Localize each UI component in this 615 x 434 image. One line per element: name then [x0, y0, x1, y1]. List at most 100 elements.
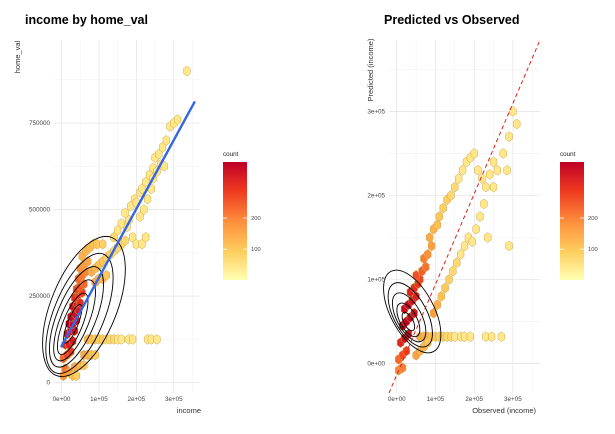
hexbin-cell: [99, 238, 107, 250]
hexbin-cell: [422, 261, 430, 273]
hexbin-cell: [439, 202, 447, 214]
ticks-predicted-vs-observed: 0e+00 1e+05 2e+05 3e+05 0e+00 1e+05 2e+05 3e+05: [367, 108, 522, 403]
x-axis-title: income: [177, 406, 201, 415]
identity-line-group: [388, 39, 541, 394]
legend-tick-label: 100: [251, 247, 261, 253]
density-contours-predicted-vs-observed: [383, 269, 442, 354]
legend-tick-label: 100: [588, 247, 598, 253]
hexbin-cell: [455, 173, 463, 184]
x-tick-label: 3e+05: [165, 396, 183, 403]
x-tick-label: 2e+05: [128, 396, 146, 403]
hexbin-cell: [460, 240, 469, 252]
panel-title: Predicted vs Observed: [384, 13, 519, 27]
density-contour: [383, 269, 442, 354]
hexbin-cell: [447, 190, 455, 201]
x-axis-title: Observed (income): [472, 406, 536, 415]
density-contour: [387, 282, 433, 348]
hexbin-cell: [453, 257, 461, 269]
hexbin-cell: [128, 231, 137, 243]
hexbin-cell: [509, 106, 517, 117]
hexbin-cell: [433, 219, 442, 231]
legend-title: count: [560, 151, 576, 158]
density-contour: [401, 311, 416, 332]
y-tick-label: 500000: [29, 207, 51, 214]
x-tick-label: 1e+05: [427, 396, 445, 403]
hexbin-cell: [121, 207, 129, 219]
hexbin-cell: [468, 236, 476, 248]
hexbin-cell: [153, 334, 161, 345]
x-tick-label: 3e+05: [504, 396, 522, 403]
x-tick-label: 2e+05: [465, 396, 483, 403]
hexbin-cell: [402, 345, 411, 357]
hexbin-cell: [480, 198, 488, 210]
hexbin-cell: [398, 362, 407, 374]
density-contour: [396, 302, 421, 338]
x-tick-label: 0e+00: [388, 396, 406, 403]
hexbin-cell: [140, 204, 148, 215]
panel-title: income by home_val: [25, 13, 148, 27]
hexbin-cell: [128, 334, 137, 345]
density-contour: [49, 266, 104, 368]
hexbin-cell: [458, 164, 467, 176]
density-contour: [56, 292, 89, 355]
panel-income-by-home-val: 0e+00 1e+05 2e+05 3e+050250000500000750000 …: [13, 13, 261, 415]
hexbin-cell: [513, 118, 521, 130]
hexbin-cell: [427, 240, 436, 252]
density-contour: [42, 235, 126, 378]
legend-count: count 100 200: [560, 151, 598, 280]
panel-predicted-vs-observed: 0e+00 1e+05 2e+05 3e+05 0e+00 1e+05 2e+05 3e+05…: [366, 13, 598, 415]
fit-line-group: [60, 101, 196, 348]
hexbin-cell: [142, 231, 150, 243]
y-axis-title: Predicted (income): [366, 38, 375, 101]
density-contour: [391, 292, 427, 343]
y-tick-label: 250000: [29, 293, 51, 300]
density-contour: [45, 252, 114, 374]
hexbin-cell: [426, 232, 434, 243]
density-contour: [53, 279, 96, 362]
y-tick-label: 3e+05: [367, 108, 385, 115]
hexbin-cell: [121, 235, 129, 247]
hexbin-cell: [429, 307, 438, 319]
hexbin-cell: [499, 148, 507, 159]
hexbin-cell: [173, 114, 182, 125]
y-tick-label: 0: [46, 380, 50, 387]
legend-tick-label: 200: [251, 216, 261, 222]
hexbin-cell: [441, 282, 449, 294]
hexbin-cell: [493, 164, 502, 176]
hexbin-cell: [505, 131, 513, 142]
hexbin-cell: [466, 331, 474, 343]
hexbin-cell: [117, 334, 126, 345]
hexbin-cell: [470, 148, 478, 159]
hexbin-cell: [478, 173, 486, 184]
hexbin-cell: [472, 223, 480, 235]
hexbin-cell: [486, 169, 494, 180]
y-tick-label: 2e+05: [367, 192, 385, 199]
hexbin-cell: [487, 331, 496, 343]
fit-line: [60, 101, 196, 348]
legend-tick-label: 200: [588, 216, 598, 222]
hexbin-cell: [91, 349, 99, 361]
hexbin-cell: [489, 181, 498, 193]
hexbin-cell: [476, 211, 484, 222]
legend-title: count: [223, 151, 239, 158]
hexbin-cell: [489, 156, 498, 168]
x-tick-label: 0e+00: [53, 396, 71, 403]
hexbin-cell: [117, 218, 126, 229]
hexbin-cell: [433, 299, 442, 311]
hexbin-cell: [162, 135, 170, 146]
hexbin-cell: [435, 211, 443, 222]
density-contours-income-by-home-val: [42, 235, 126, 378]
y-axis-title: home_val: [13, 40, 22, 73]
x-tick-label: 1e+05: [90, 396, 108, 403]
y-tick-label: 1e+05: [367, 277, 385, 284]
legend-count: count 100 200: [223, 151, 261, 280]
hexbin-cell: [424, 249, 432, 260]
hexbin-cell: [505, 240, 513, 252]
hexbin-cell: [437, 291, 445, 302]
hexbin-cell: [482, 181, 490, 193]
hexbin-cell: [102, 270, 111, 281]
y-tick-label: 0e+00: [367, 361, 385, 368]
ticks-income-by-home-val: 0e+00 1e+05 2e+05 3e+05 0 250000 500000 750000: [29, 120, 183, 403]
hexbin-cell: [503, 164, 511, 176]
